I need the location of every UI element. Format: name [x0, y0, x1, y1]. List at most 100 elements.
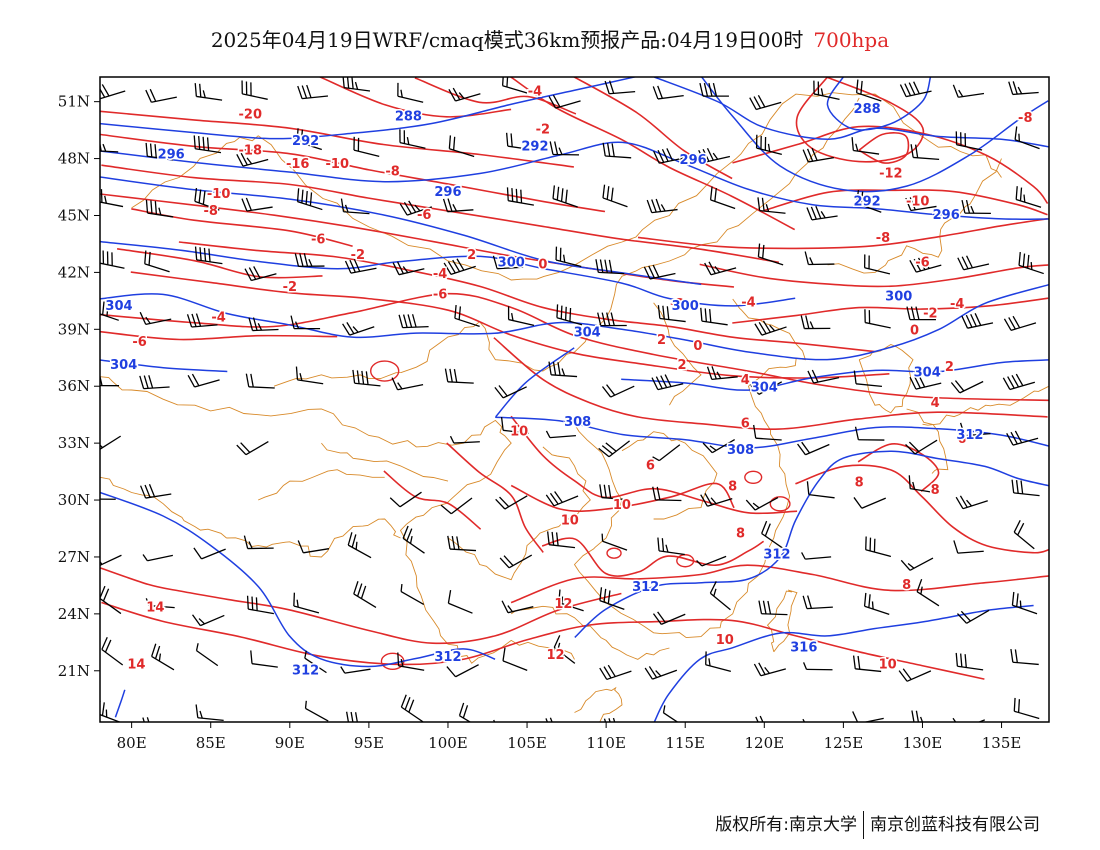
wind-barb	[709, 581, 731, 611]
geopotential-isohypse	[574, 450, 1049, 638]
wind-barb	[241, 80, 268, 100]
wind-barb	[652, 486, 682, 502]
wind-barb	[599, 664, 632, 681]
wind-barb	[662, 705, 679, 722]
wind-barb	[549, 141, 580, 156]
wind-barb	[392, 261, 425, 276]
wind-barb	[753, 662, 786, 677]
temperature-isotherm	[446, 442, 544, 553]
wind-barb	[1014, 126, 1040, 150]
wind-barb	[506, 187, 534, 206]
temperature-isotherm-closed	[676, 554, 695, 568]
wind-barb	[236, 440, 269, 456]
wind-barb	[599, 484, 628, 501]
temperature-label: -12	[879, 166, 903, 181]
wind-barb	[293, 592, 320, 614]
wind-barb	[700, 493, 733, 507]
wind-barb	[1011, 479, 1040, 497]
wind-barb	[290, 315, 321, 330]
wind-barb	[507, 306, 535, 326]
geopotential-label: 296	[158, 147, 185, 162]
temperature-isotherm	[130, 271, 890, 379]
wind-barb	[353, 581, 377, 608]
wind-barb	[296, 188, 323, 211]
geopotential-label: 308	[564, 415, 591, 430]
map-frame	[99, 76, 1050, 723]
geopotential-isohypse	[100, 240, 796, 307]
lon-tick-label: 115E	[665, 734, 705, 752]
wind-barb	[755, 715, 764, 722]
temperature-label: 12	[546, 648, 564, 663]
wind-barb	[950, 380, 984, 394]
wind-barb	[909, 257, 942, 273]
temperature-label: 2	[657, 333, 666, 348]
wind-barb	[709, 186, 736, 210]
copyright-owner: 版权所有:南京大学	[715, 815, 857, 835]
wind-barb	[304, 650, 327, 674]
wind-barb	[955, 652, 984, 671]
wind-barb	[548, 361, 578, 378]
wind-barb	[142, 554, 173, 562]
temperature-label: -2	[351, 248, 365, 263]
wind-barb	[905, 197, 937, 212]
temperature-isotherm	[383, 470, 482, 530]
temperature-label: 8	[736, 527, 745, 542]
temperature-isotherm	[795, 77, 925, 163]
temperature-isotherm	[858, 132, 910, 164]
wind-barb	[449, 435, 480, 444]
wind-barb	[1011, 591, 1038, 615]
footer-divider	[863, 811, 864, 839]
temperature-label: -10	[906, 195, 930, 210]
geopotential-label: 296	[933, 208, 960, 223]
title-pressure-level: 700hpa	[813, 28, 890, 52]
wind-barb	[700, 307, 728, 326]
wind-barb	[753, 424, 782, 441]
wind-barb	[1013, 520, 1035, 550]
geopotential-isohypse	[100, 77, 638, 140]
wind-barb	[296, 128, 322, 151]
lon-tick-label: 100E	[428, 734, 468, 752]
wind-barb	[245, 373, 275, 389]
copyright-footer: 版权所有:南京大学 南京创蓝科技有限公司	[715, 810, 1040, 839]
wind-barb	[855, 79, 882, 102]
wind-barb	[749, 381, 783, 395]
temperature-label: 2	[467, 248, 476, 263]
wind-barb	[187, 373, 220, 388]
wind-barb	[400, 583, 425, 605]
wind-barb	[142, 717, 150, 722]
geopotential-isohypse	[700, 77, 1049, 193]
wind-barb	[499, 554, 533, 569]
wind-barb	[761, 520, 784, 549]
wind-barb	[853, 370, 882, 387]
wind-barb	[900, 557, 934, 571]
wind-barb	[500, 417, 530, 434]
wind-barb	[643, 264, 676, 280]
wind-barb	[243, 535, 274, 550]
temperature-label: 14	[127, 658, 145, 673]
wind-barb	[757, 243, 784, 266]
lon-tick-label: 105E	[507, 734, 547, 752]
wind-barb	[955, 495, 988, 510]
wind-barb	[598, 440, 630, 458]
wind-barb	[959, 422, 991, 437]
wind-barb	[144, 250, 170, 273]
wind-barb	[757, 197, 786, 214]
temperature-isotherm-closed	[744, 470, 763, 484]
wind-barb	[195, 643, 219, 667]
wind-barbs-layer	[100, 77, 1044, 722]
wind-barb	[101, 636, 124, 666]
wind-barb	[758, 600, 788, 616]
temperature-label: 0	[538, 257, 547, 272]
temperature-label: -18	[239, 143, 263, 158]
temperature-label: 2	[678, 358, 687, 373]
temperature-isotherm	[637, 217, 1048, 250]
wind-barb	[194, 83, 223, 101]
geopotential-isohypse	[495, 416, 1049, 449]
wind-barb	[443, 258, 476, 275]
wind-barb	[863, 592, 890, 616]
geopotential-label: 304	[751, 381, 778, 396]
wind-barb	[555, 246, 582, 268]
wind-barb	[755, 134, 782, 156]
wind-barb	[898, 668, 932, 682]
administrative-boundary	[258, 469, 385, 501]
